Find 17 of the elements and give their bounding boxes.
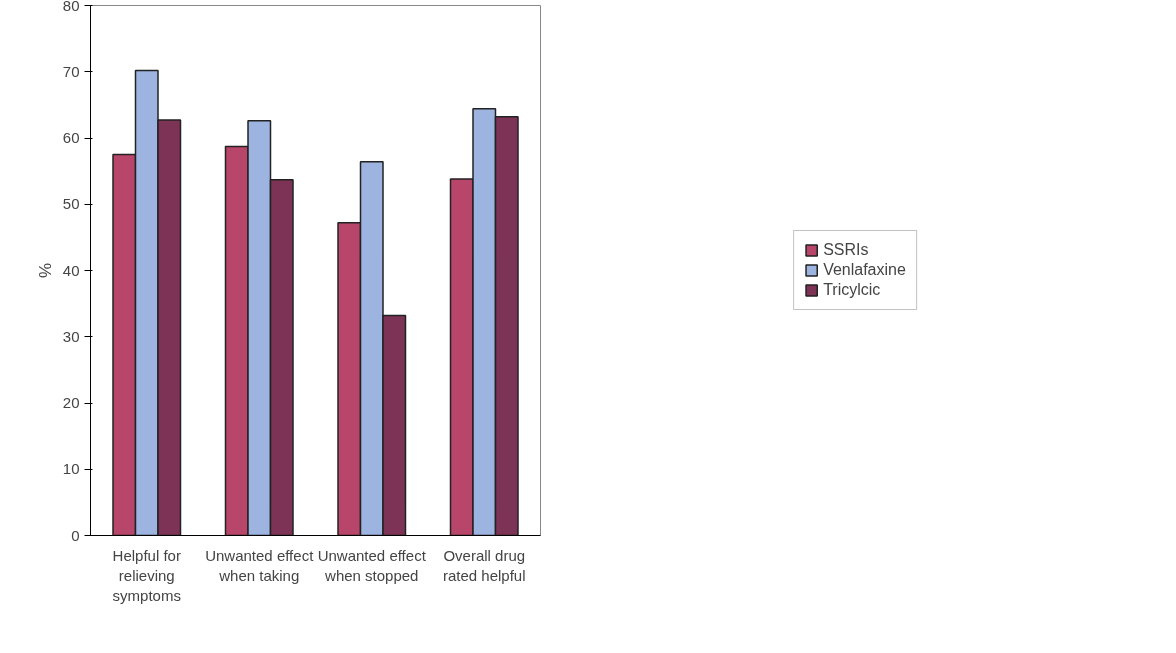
y-tick-label: 30	[62, 327, 80, 345]
legend-label: Tricylcic	[823, 281, 881, 299]
x-tick-label: Overall drug rated helpful	[442, 546, 526, 584]
y-tick-label: 0	[71, 526, 80, 544]
y-tick-label: 50	[62, 195, 80, 213]
y-axis-title: %	[35, 262, 55, 279]
y-tick-label: 40	[62, 261, 80, 279]
y-tick-label: 80	[62, 0, 80, 14]
x-tick-label: Helpful for relieving symptoms	[112, 546, 181, 605]
legend-label: Venlafaxine	[823, 261, 906, 279]
y-tick-label: 10	[62, 460, 80, 478]
y-tick-label: 20	[62, 394, 80, 411]
y-tick-label: 70	[62, 62, 80, 80]
x-tick-label: Unwanted effect when stopped	[317, 546, 427, 584]
y-tick-label: 60	[62, 129, 80, 146]
x-tick-label: Unwanted effect when taking	[205, 546, 315, 584]
legend-label: SSRIs	[823, 241, 869, 259]
